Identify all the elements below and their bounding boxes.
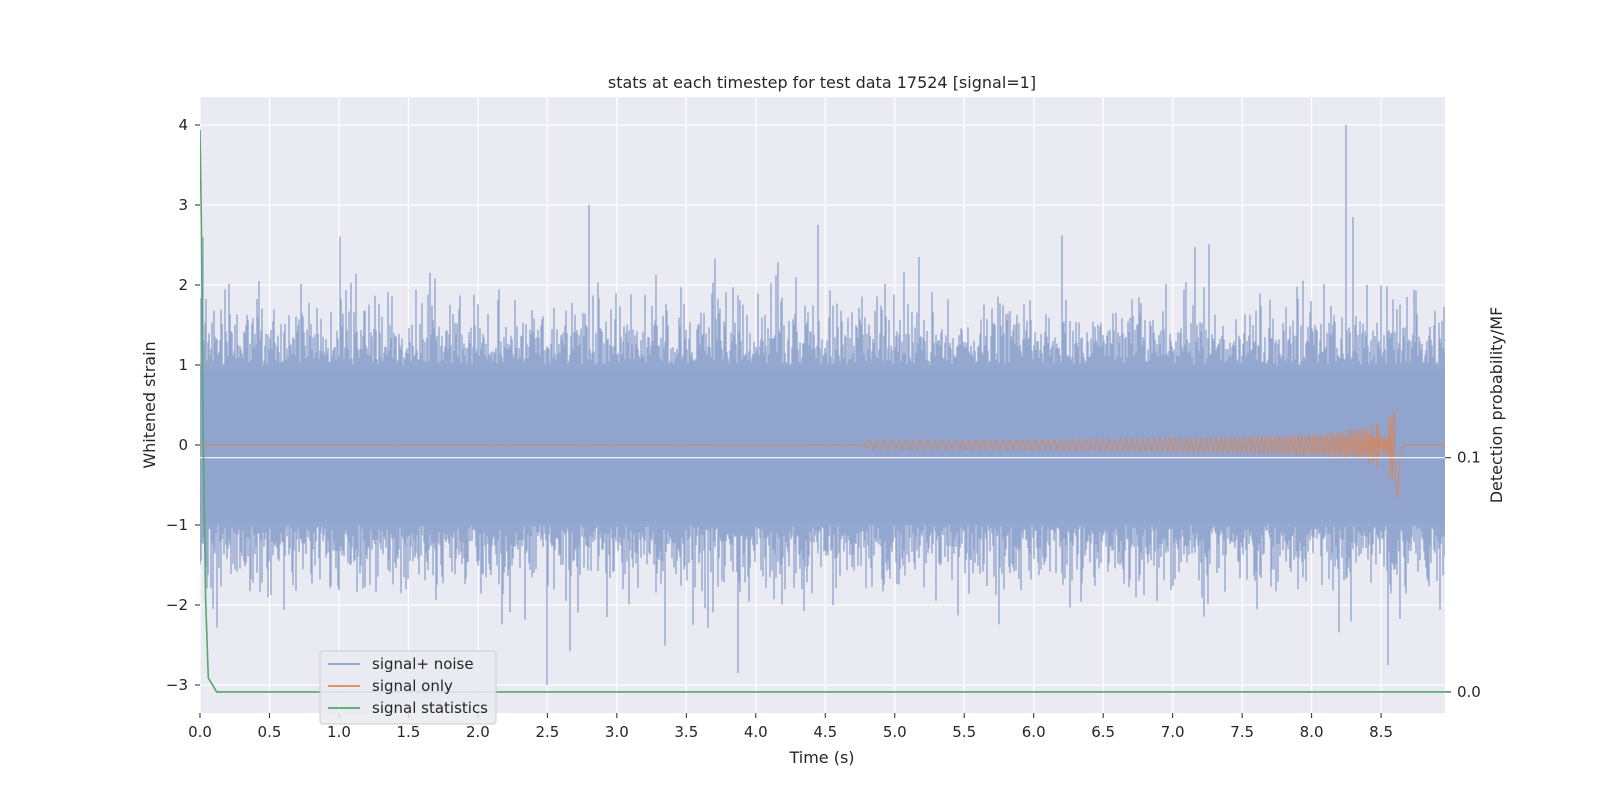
- x-tick-label: 5.0: [883, 723, 907, 741]
- x-tick-label: 1.5: [396, 723, 420, 741]
- y-tick-label: 2: [178, 276, 188, 294]
- x-tick-label: 7.0: [1161, 723, 1185, 741]
- axis-ticks: 0.0 0.5 1.0 1.5 2.0 2.5 3.0 3.5 4.0 4.5 5.0 5.5 6.0 6…: [166, 116, 1481, 741]
- chart-title: stats at each timestep for test data 175…: [608, 73, 1036, 92]
- legend-label-signal: signal only: [372, 677, 453, 695]
- x-tick-label: 4.5: [813, 723, 837, 741]
- x-tick-label: 6.5: [1091, 723, 1115, 741]
- x-tick-label: 3.0: [605, 723, 629, 741]
- legend-label-stat: signal statistics: [372, 699, 488, 717]
- x-tick-label: 0.0: [188, 723, 212, 741]
- legend: signal+ noise signal only signal statist…: [319, 650, 497, 725]
- x-tick-label: 7.5: [1230, 723, 1254, 741]
- y-tick-label: 4: [178, 116, 188, 134]
- y2-axis-label: Detection probability/MF: [1487, 307, 1506, 504]
- x-tick-label: 4.0: [744, 723, 768, 741]
- x-tick-label: 2.0: [466, 723, 490, 741]
- series-signal-statistics-line: [200, 129, 1445, 693]
- x-tick-label: 6.0: [1022, 723, 1046, 741]
- x-tick-label: 8.5: [1369, 723, 1393, 741]
- y-tick-label: −2: [166, 596, 188, 614]
- x-tick-label: 0.5: [258, 723, 282, 741]
- x-tick-label: 2.5: [535, 723, 559, 741]
- x-tick-label: 1.0: [327, 723, 351, 741]
- legend-box: [319, 650, 497, 725]
- y-tick-label: 0: [178, 436, 188, 454]
- y-tick-label: −1: [166, 516, 188, 534]
- legend-label-noise: signal+ noise: [372, 655, 474, 673]
- y-axis-label: Whitened strain: [140, 341, 159, 468]
- series-signal-only-line: [200, 410, 1445, 498]
- y2-tick-label: 0.0: [1457, 683, 1481, 701]
- x-tick-label: 3.5: [674, 723, 698, 741]
- x-tick-label: 8.0: [1300, 723, 1324, 741]
- x-tick-label: 5.5: [952, 723, 976, 741]
- y-tick-label: 1: [178, 356, 188, 374]
- y-tick-label: −3: [166, 676, 188, 694]
- y2-tick-label: 0.1: [1457, 449, 1481, 467]
- y-tick-label: 3: [178, 196, 188, 214]
- x-axis-label: Time (s): [788, 748, 854, 767]
